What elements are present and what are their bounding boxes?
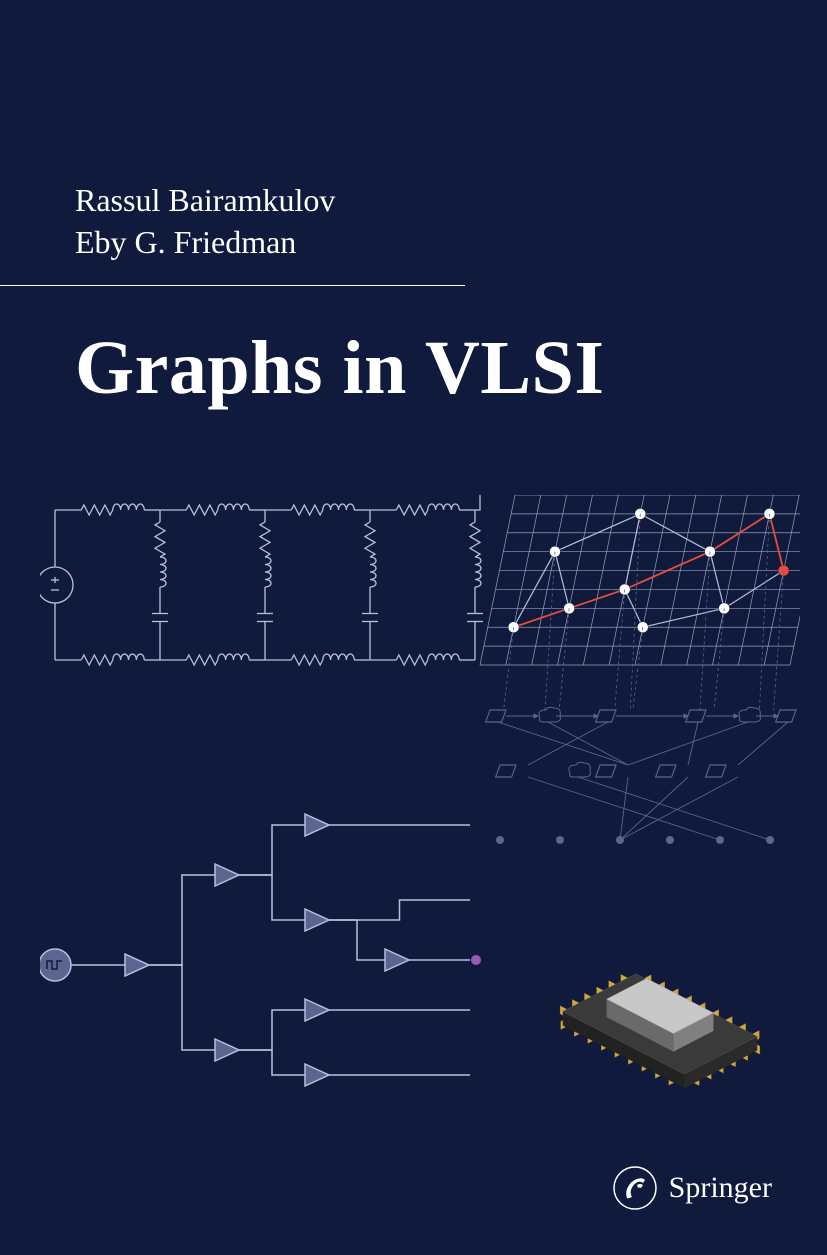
horizontal-rule bbox=[0, 285, 465, 286]
publisher-block: Springer bbox=[613, 1166, 772, 1210]
author-1: Rassul Bairamkulov bbox=[75, 180, 335, 222]
author-block: Rassul Bairamkulov Eby G. Friedman bbox=[75, 180, 335, 263]
author-2: Eby G. Friedman bbox=[75, 222, 335, 264]
cover-illustration bbox=[40, 495, 800, 1115]
publisher-name: Springer bbox=[669, 1171, 772, 1205]
springer-horse-icon bbox=[613, 1166, 657, 1210]
book-title: Graphs in VLSI bbox=[75, 325, 604, 412]
